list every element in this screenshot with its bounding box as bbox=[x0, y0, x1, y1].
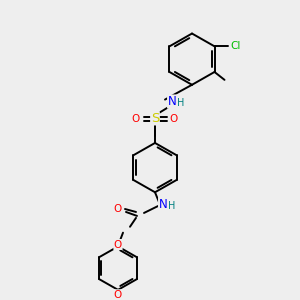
Text: H: H bbox=[177, 98, 184, 108]
Text: O: O bbox=[114, 239, 122, 250]
Text: N: N bbox=[168, 95, 176, 108]
Text: O: O bbox=[170, 114, 178, 124]
Text: Cl: Cl bbox=[230, 41, 241, 51]
Text: O: O bbox=[114, 204, 122, 214]
Text: H: H bbox=[168, 201, 176, 211]
Text: O: O bbox=[114, 290, 122, 300]
Text: O: O bbox=[132, 114, 140, 124]
Text: S: S bbox=[151, 112, 159, 125]
Text: N: N bbox=[159, 198, 167, 211]
